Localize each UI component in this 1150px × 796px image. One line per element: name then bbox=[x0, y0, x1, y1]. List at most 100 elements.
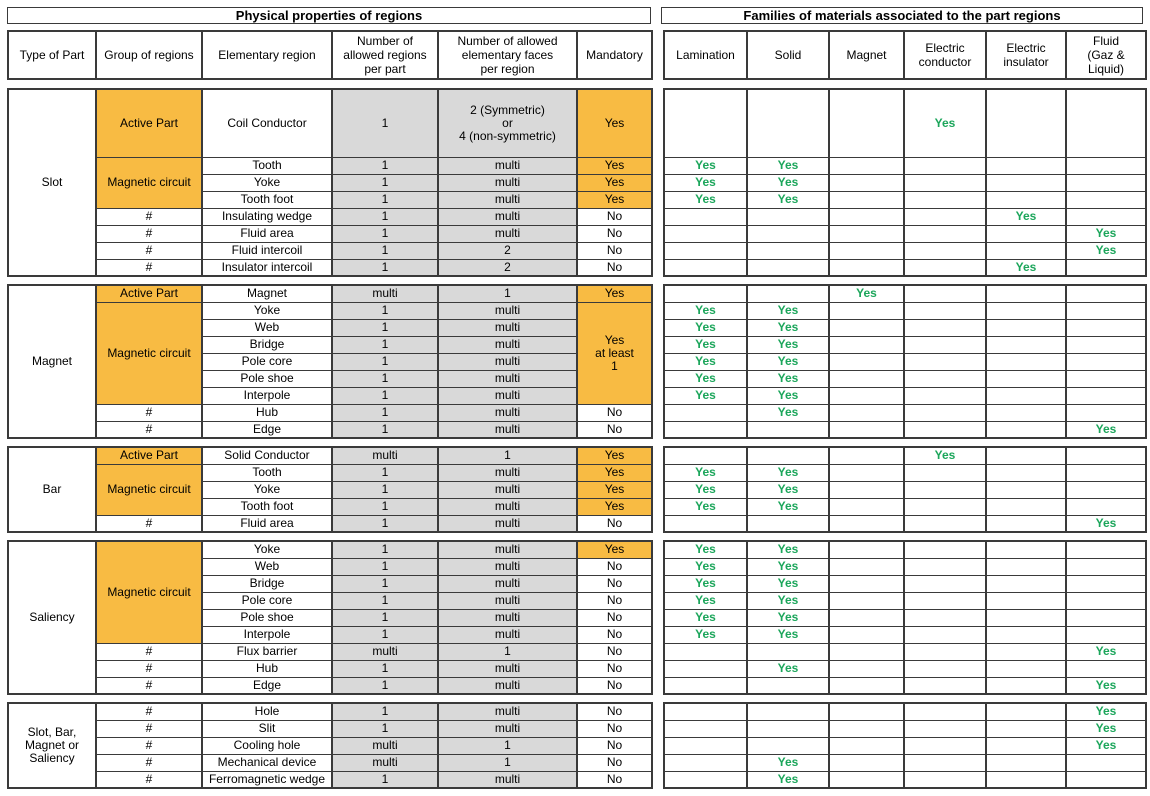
table-row: Yes Yes bbox=[663, 190, 1147, 209]
region-cell: Bridge bbox=[201, 574, 333, 593]
material-cell-solid: Yes bbox=[746, 659, 830, 678]
faces-per-region-cell: 2 bbox=[437, 241, 578, 260]
region-cell: Tooth foot bbox=[201, 497, 333, 516]
region-cell: Web bbox=[201, 318, 333, 337]
regions-per-part-cell: 1 bbox=[331, 557, 439, 576]
material-cell-electric-conductor bbox=[903, 480, 987, 499]
regions-per-part-cell: 1 bbox=[331, 335, 439, 354]
regions-per-part-cell: 1 bbox=[331, 318, 439, 337]
properties-table-slot-bar-magnet-or-saliency: Slot, Bar, Magnet or Saliency # Hole 1 multi… bbox=[7, 702, 653, 789]
column-header-elementary-region: Elementary region bbox=[201, 30, 333, 80]
material-cell-electric-conductor bbox=[903, 284, 987, 303]
regions-per-part-cell: 1 bbox=[331, 207, 439, 226]
material-cell-lamination bbox=[663, 514, 748, 533]
mandatory-cell: No bbox=[576, 608, 653, 627]
material-cell-electric-conductor bbox=[903, 540, 987, 559]
material-cell-electric-conductor bbox=[903, 369, 987, 388]
material-cell-lamination: Yes bbox=[663, 574, 748, 593]
faces-per-region-cell: multi bbox=[437, 625, 578, 644]
table-row: Magnet Active Part Magnet multi 1 Yes bbox=[7, 284, 653, 439]
material-cell-electric-insulator bbox=[985, 403, 1067, 422]
section-magnet: Magnet Active Part Magnet multi 1 Yes Magnetic… bbox=[7, 284, 1147, 439]
material-cell-solid: Yes bbox=[746, 369, 830, 388]
left-table-header: Type of Part Group of regions Elementary r… bbox=[7, 30, 653, 80]
group-cell: Magnetic circuit bbox=[95, 301, 203, 405]
table-row: Yes Yes bbox=[663, 369, 1147, 388]
faces-per-region-cell: multi bbox=[437, 207, 578, 226]
material-cell-magnet bbox=[828, 642, 905, 661]
material-cell-lamination: Yes bbox=[663, 190, 748, 209]
title-band: Physical properties of regions Families … bbox=[7, 7, 1143, 24]
regions-per-part-cell: 1 bbox=[331, 386, 439, 405]
faces-per-region-cell: multi bbox=[437, 514, 578, 533]
material-cell-magnet bbox=[828, 719, 905, 738]
material-cell-lamination: Yes bbox=[663, 369, 748, 388]
table-row: # Edge 1 multi No bbox=[8, 676, 653, 695]
material-cell-solid: Yes bbox=[746, 173, 830, 192]
material-cell-magnet bbox=[828, 540, 905, 559]
left-table-title-box: Physical properties of regions bbox=[7, 7, 651, 24]
regions-per-part-cell: 1 bbox=[331, 659, 439, 678]
group-cell: # bbox=[95, 207, 203, 226]
table-row: Yes bbox=[663, 702, 1147, 721]
material-cell-magnet bbox=[828, 591, 905, 610]
table-row: Yes Yes bbox=[663, 540, 1147, 559]
material-cell-magnet bbox=[828, 625, 905, 644]
material-cell-lamination bbox=[663, 224, 748, 243]
material-cell-fluid bbox=[1065, 386, 1147, 405]
mandatory-cell: No bbox=[576, 207, 653, 226]
faces-per-region-cell: multi bbox=[437, 224, 578, 243]
material-cell-fluid bbox=[1065, 497, 1147, 516]
column-header-magnet: Magnet bbox=[828, 30, 905, 80]
region-cell: Insulating wedge bbox=[201, 207, 333, 226]
material-cell-electric-insulator bbox=[985, 702, 1067, 721]
group-cell: # bbox=[95, 659, 203, 678]
material-cell-solid bbox=[746, 642, 830, 661]
material-cell-fluid bbox=[1065, 463, 1147, 482]
right-table-title-box: Families of materials associated to the … bbox=[661, 7, 1143, 24]
material-cell-lamination: Yes bbox=[663, 463, 748, 482]
mandatory-cell: Yes bbox=[576, 446, 653, 465]
material-cell-magnet bbox=[828, 88, 905, 158]
material-cell-magnet bbox=[828, 156, 905, 175]
material-cell-lamination: Yes bbox=[663, 301, 748, 320]
material-cell-electric-insulator bbox=[985, 301, 1067, 320]
region-properties-matrix: Physical properties of regions Families … bbox=[7, 7, 1147, 789]
group-cell: Magnetic circuit bbox=[95, 463, 203, 516]
material-cell-solid: Yes bbox=[746, 190, 830, 209]
region-cell: Hole bbox=[201, 702, 333, 721]
region-cell: Pole core bbox=[201, 591, 333, 610]
material-cell-electric-conductor: Yes bbox=[903, 446, 987, 465]
material-cell-electric-conductor bbox=[903, 557, 987, 576]
material-cell-lamination: Yes bbox=[663, 540, 748, 559]
section-saliency: Saliency Magnetic circuit Yoke 1 multi Yes Web… bbox=[7, 540, 1147, 695]
mandatory-cell: No bbox=[576, 659, 653, 678]
column-header-fluid: Fluid (Gaz & Liquid) bbox=[1065, 30, 1147, 80]
properties-table-magnet: Magnet Active Part Magnet multi 1 Yes Magnetic… bbox=[7, 284, 653, 439]
material-cell-lamination bbox=[663, 207, 748, 226]
mandatory-cell: No bbox=[576, 719, 653, 738]
region-cell: Edge bbox=[201, 676, 333, 695]
table-row: Yes bbox=[663, 676, 1147, 695]
table-row: Magnetic circuit Tooth 1 multi Yes bbox=[8, 156, 653, 209]
material-cell-electric-insulator bbox=[985, 190, 1067, 209]
mandatory-cell: No bbox=[576, 676, 653, 695]
group-cell: # bbox=[95, 702, 203, 721]
material-cell-fluid bbox=[1065, 369, 1147, 388]
mandatory-cell: Yes bbox=[576, 88, 653, 158]
faces-per-region-cell: multi bbox=[437, 301, 578, 320]
material-cell-fluid bbox=[1065, 352, 1147, 371]
material-cell-magnet bbox=[828, 676, 905, 695]
regions-per-part-cell: multi bbox=[331, 753, 439, 772]
header-band: Type of Part Group of regions Elementary r… bbox=[7, 30, 1147, 80]
material-cell-magnet bbox=[828, 207, 905, 226]
material-cell-solid bbox=[746, 676, 830, 695]
material-cell-magnet bbox=[828, 318, 905, 337]
material-cell-electric-insulator bbox=[985, 420, 1067, 439]
table-row: # Hub 1 multi No bbox=[8, 403, 653, 422]
column-header-electric-insulator: Electric insulator bbox=[985, 30, 1067, 80]
table-row: Slot Active Part Coil Conductor 1 2 (Symmetr… bbox=[7, 88, 653, 277]
faces-per-region-cell: 1 bbox=[437, 284, 578, 303]
table-row: Yes bbox=[663, 207, 1147, 226]
table-row: # Insulator intercoil 1 2 No bbox=[8, 258, 653, 277]
